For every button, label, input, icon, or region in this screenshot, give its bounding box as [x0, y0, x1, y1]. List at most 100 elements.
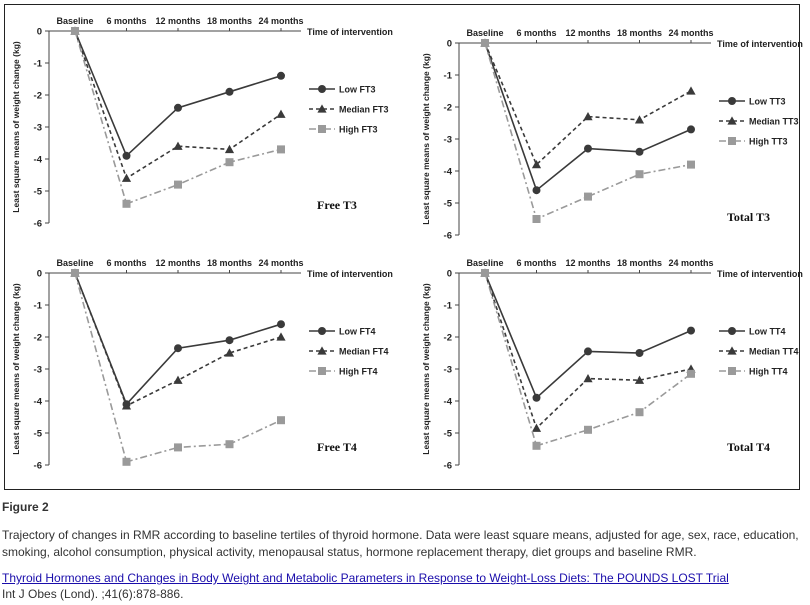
data-point-low-tt3 — [584, 144, 592, 153]
data-point-median-ft3 — [173, 141, 183, 150]
data-point-median-ft4 — [173, 375, 183, 384]
x-tick-label: 24 months — [258, 258, 303, 268]
legend-entry-low-ft3: Low FT3 — [309, 85, 376, 95]
y-tick-label: 0 — [447, 269, 452, 280]
chart-panel-total-t3: 0 -1 -2 -3 -4 -5 -6 Baseline 6 months 12 months 18… — [419, 21, 803, 253]
legend-marker — [728, 327, 736, 335]
data-point-high-ft3 — [174, 180, 182, 189]
data-point-low-tt4 — [532, 393, 541, 402]
legend-label: Median FT4 — [339, 347, 389, 357]
y-tick-label: 0 — [447, 39, 452, 50]
x-tick-label: Baseline — [56, 258, 93, 268]
data-point-low-tt3 — [532, 186, 541, 195]
y-tick-label: -6 — [34, 219, 42, 230]
data-point-median-tt3 — [531, 160, 542, 169]
data-point-low-ft3 — [225, 87, 234, 96]
legend-entry-low-tt4: Low TT4 — [719, 327, 786, 337]
data-point-low-ft3 — [277, 71, 285, 80]
data-point-low-tt3 — [635, 147, 644, 156]
data-point-median-ft3 — [276, 109, 286, 118]
y-tick-label: -2 — [34, 91, 42, 102]
data-point-high-tt3 — [635, 170, 644, 179]
y-tick-label: -6 — [34, 461, 42, 472]
legend-label: Low FT4 — [339, 327, 376, 337]
data-point-median-ft3 — [121, 173, 132, 182]
y-tick-label: -1 — [444, 301, 453, 312]
legend-marker — [728, 367, 736, 375]
data-point-high-tt3 — [687, 160, 695, 169]
legend-marker — [317, 346, 327, 355]
panel-title-total-t3: Total T3 — [727, 210, 770, 224]
top-axis-label: Time of intervention — [717, 39, 803, 49]
data-point-high-tt3 — [584, 192, 592, 201]
y-tick-label: -2 — [444, 103, 452, 114]
chart-panel-free-t3: 0 -1 -2 -3 -4 -5 -6 Baseline 6 months 12 months 18… — [9, 9, 393, 241]
y-axis-label: Least square means of weight change (kg) — [421, 283, 431, 455]
legend-entry-median-ft3: Median FT3 — [309, 104, 389, 115]
data-point-high-ft4 — [122, 457, 131, 466]
x-tick-label: 18 months — [207, 16, 252, 26]
chart-svg-total-t3: 0 -1 -2 -3 -4 -5 -6 Baseline 6 months 12 months 18… — [421, 28, 803, 242]
x-tick-label: 12 months — [565, 258, 610, 268]
y-tick-label: -3 — [444, 135, 452, 146]
legend-label: Low TT4 — [749, 327, 786, 337]
legend-marker — [318, 85, 326, 93]
data-point-high-tt4 — [635, 408, 644, 417]
data-point-median-tt3 — [686, 86, 696, 95]
legend-marker — [317, 104, 327, 113]
chart-svg-free-t4: 0 -1 -2 -3 -4 -5 -6 Baseline 6 months 12 months 18… — [11, 258, 393, 472]
series-low-ft3 — [71, 27, 285, 160]
data-point-low-ft4 — [174, 344, 182, 353]
x-tick-label: 6 months — [516, 258, 556, 268]
x-tick-label: 6 months — [516, 28, 556, 38]
legend-entry-low-tt3: Low TT3 — [719, 97, 786, 107]
data-point-high-tt3 — [481, 39, 489, 47]
y-tick-label: -5 — [444, 199, 453, 210]
series-line-high-tt3 — [484, 42, 692, 221]
series-high-tt4 — [481, 269, 695, 450]
y-axis-label: Least square means of weight change (kg) — [421, 53, 431, 225]
legend-entry-high-ft3: High FT3 — [309, 125, 378, 135]
x-tick-label: 24 months — [258, 16, 303, 26]
x-tick-label: 18 months — [617, 258, 662, 268]
y-tick-label: -5 — [34, 429, 43, 440]
series-median-ft4 — [70, 268, 286, 410]
panel-title-free-t4: Free T4 — [317, 440, 357, 454]
legend-marker — [318, 327, 326, 335]
data-point-median-ft4 — [276, 332, 286, 341]
legend-label: Median FT3 — [339, 105, 389, 115]
top-axis-label: Time of intervention — [307, 27, 393, 37]
x-tick-label: 12 months — [155, 16, 200, 26]
y-tick-label: -5 — [444, 429, 453, 440]
y-tick-label: -2 — [34, 333, 42, 344]
x-tick-label: 6 months — [106, 258, 146, 268]
legend-label: High FT3 — [339, 125, 378, 135]
legend-marker — [318, 125, 326, 133]
top-axis-label: Time of intervention — [717, 269, 803, 279]
data-point-low-tt4 — [687, 326, 695, 335]
legend-label: Low FT3 — [339, 85, 376, 95]
data-point-low-ft3 — [174, 103, 182, 112]
legend-marker — [728, 137, 736, 145]
series-line-high-tt4 — [484, 272, 692, 447]
data-point-low-ft3 — [122, 151, 131, 160]
citation-journal: Int J Obes (Lond). ;41(6):878-886. — [2, 587, 184, 601]
y-axis-label: Least square means of weight change (kg) — [11, 283, 21, 455]
data-point-high-ft4 — [71, 269, 79, 277]
legend-label: Median TT3 — [749, 117, 799, 127]
series-low-ft4 — [71, 269, 285, 409]
data-point-high-tt4 — [532, 441, 541, 450]
data-point-median-tt4 — [531, 423, 542, 432]
data-point-high-tt3 — [532, 215, 541, 223]
data-point-median-ft4 — [224, 348, 235, 357]
x-tick-label: 24 months — [668, 28, 713, 38]
y-tick-label: -6 — [444, 461, 452, 472]
y-tick-label: -4 — [444, 167, 453, 178]
legend-marker — [728, 97, 736, 105]
x-tick-label: 6 months — [106, 16, 146, 26]
y-tick-label: -3 — [444, 365, 452, 376]
data-point-median-tt3 — [634, 115, 645, 124]
citation-link[interactable]: Thyroid Hormones and Changes in Body Wei… — [2, 571, 729, 585]
y-tick-label: -3 — [34, 123, 42, 134]
data-point-median-tt4 — [583, 374, 593, 383]
